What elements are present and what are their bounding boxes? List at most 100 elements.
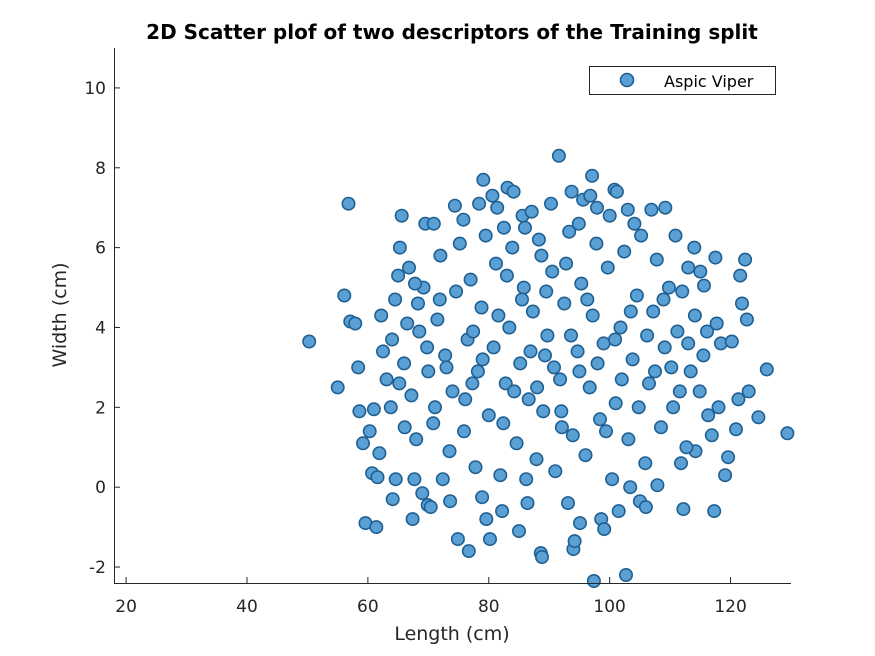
data-point: [567, 534, 582, 549]
data-point: [560, 496, 575, 511]
data-point: [565, 428, 580, 443]
data-point: [658, 200, 673, 215]
data-point: [433, 248, 448, 263]
data-point: [449, 284, 464, 299]
y-tick-label: 4: [95, 318, 106, 338]
y-tick-label: 10: [84, 79, 106, 99]
data-point: [516, 280, 531, 295]
data-point: [372, 446, 387, 461]
data-point: [751, 410, 766, 425]
data-point: [409, 432, 424, 447]
y-tick-label: -2: [89, 558, 106, 578]
data-point: [523, 344, 538, 359]
data-point: [570, 344, 585, 359]
data-point: [646, 304, 661, 319]
data-point: [430, 312, 445, 327]
data-point: [337, 288, 352, 303]
x-tick-label: 100: [593, 597, 625, 617]
data-point: [546, 360, 561, 375]
data-point: [461, 544, 476, 559]
data-point: [562, 224, 577, 239]
data-point: [392, 376, 407, 391]
data-point: [374, 308, 389, 323]
data-point: [627, 216, 642, 231]
data-point: [621, 432, 636, 447]
data-point: [383, 400, 398, 415]
data-point: [427, 400, 442, 415]
data-point: [410, 296, 425, 311]
data-point: [673, 456, 688, 471]
data-point: [520, 496, 535, 511]
data-point: [420, 340, 435, 355]
data-point: [590, 356, 605, 371]
data-point: [447, 198, 462, 213]
data-point: [540, 328, 555, 343]
data-point: [391, 268, 406, 283]
data-point: [589, 200, 604, 215]
data-point: [426, 416, 441, 431]
data-point: [465, 376, 480, 391]
data-point: [491, 308, 506, 323]
data-point: [728, 422, 743, 437]
data-point: [608, 396, 623, 411]
data-point: [548, 464, 563, 479]
data-point: [488, 256, 503, 271]
data-point: [486, 340, 501, 355]
data-point: [302, 334, 317, 349]
data-point: [586, 573, 601, 588]
data-point: [623, 480, 638, 495]
data-point: [530, 380, 545, 395]
data-point: [572, 516, 587, 531]
data-point: [670, 324, 685, 339]
data-point: [602, 208, 617, 223]
data-point: [435, 472, 450, 487]
data-point: [407, 472, 422, 487]
data-point: [692, 384, 707, 399]
data-point: [696, 348, 711, 363]
data-point: [534, 248, 549, 263]
data-point: [458, 392, 473, 407]
data-point: [355, 436, 370, 451]
data-point: [397, 356, 412, 371]
data-point: [641, 376, 656, 391]
data-point: [499, 268, 514, 283]
x-tick-label: 40: [236, 597, 258, 617]
data-point: [524, 204, 539, 219]
data-point: [600, 260, 615, 275]
legend-marker: [619, 72, 635, 88]
data-point: [400, 316, 415, 331]
data-point: [664, 360, 679, 375]
data-point: [559, 256, 574, 271]
data-point: [392, 240, 407, 255]
data-point: [496, 416, 511, 431]
data-point: [375, 344, 390, 359]
data-point: [412, 324, 427, 339]
data-point: [397, 420, 412, 435]
data-point: [638, 456, 653, 471]
data-point: [482, 532, 497, 547]
data-point: [543, 196, 558, 211]
data-point: [521, 392, 536, 407]
data-point: [571, 216, 586, 231]
data-point: [529, 452, 544, 467]
data-point: [738, 252, 753, 267]
data-point: [696, 278, 711, 293]
x-tick-label: 60: [357, 597, 379, 617]
data-point: [554, 404, 569, 419]
data-point: [564, 184, 579, 199]
data-point: [485, 188, 500, 203]
data-point: [531, 232, 546, 247]
data-point: [704, 428, 719, 443]
data-point: [407, 276, 422, 291]
data-point: [656, 292, 671, 307]
data-point: [551, 148, 566, 163]
data-point: [614, 372, 629, 387]
data-point: [496, 220, 511, 235]
data-point: [617, 244, 632, 259]
x-tick-label: 80: [478, 597, 500, 617]
data-point: [475, 352, 490, 367]
y-tick-label: 8: [95, 159, 106, 179]
data-point: [438, 348, 453, 363]
data-point: [509, 436, 524, 451]
data-point: [490, 200, 505, 215]
